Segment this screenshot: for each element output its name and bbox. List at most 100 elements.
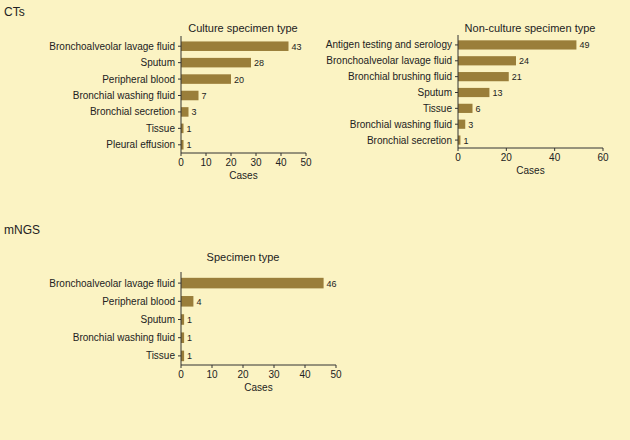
bar	[458, 104, 473, 113]
data-label: 24	[519, 56, 529, 66]
section-label: CTs	[4, 5, 25, 19]
data-label: 1	[187, 315, 192, 325]
category-label: Sputum	[141, 57, 175, 68]
x-axis-label: Cases	[516, 165, 544, 176]
bar	[181, 41, 289, 51]
x-tick	[336, 365, 337, 368]
x-tick	[274, 365, 275, 368]
category-label: Tissue	[146, 350, 176, 361]
data-label: 49	[579, 40, 589, 50]
figure: CTs Culture specimen type Bronchoalveolar …	[0, 0, 630, 440]
x-axis	[181, 365, 336, 366]
bars	[181, 278, 324, 361]
category-label: Tissue	[146, 123, 176, 134]
category-label: Bronchial washing fluid	[73, 332, 175, 343]
x-tick-label: 60	[597, 152, 609, 163]
category-label: Sputum	[141, 314, 175, 325]
x-tick	[256, 153, 257, 156]
x-tick-label: 50	[300, 157, 312, 168]
category-label: Antigen testing and serology	[326, 39, 452, 50]
x-tick	[231, 153, 232, 156]
data-label: 1	[187, 333, 192, 343]
x-tick-label: 0	[178, 369, 184, 380]
x-tick	[181, 153, 182, 156]
x-tick-label: 40	[299, 369, 311, 380]
category-label: Bronchial secretion	[367, 135, 452, 146]
x-axis-label: Cases	[229, 170, 257, 181]
x-tick-label: 20	[237, 369, 249, 380]
bar	[181, 278, 324, 289]
data-label: 1	[187, 140, 192, 150]
data-label: 4	[196, 297, 201, 307]
data-label: 3	[468, 120, 473, 130]
x-tick	[603, 148, 604, 151]
chart: mNGS Specimen type Bronchoalveolar lavage …	[4, 223, 342, 393]
bar	[181, 91, 199, 101]
x-tick-label: 30	[250, 157, 262, 168]
data-label: 21	[512, 72, 522, 82]
bars	[458, 40, 576, 144]
x-tick	[212, 365, 213, 368]
data-label: 13	[492, 88, 502, 98]
category-label: Bronchial washing fluid	[73, 90, 175, 101]
chart-title: Non-culture specimen type	[465, 22, 596, 34]
bar	[181, 296, 193, 307]
category-label: Bronchoalveolar lavage fluid	[49, 41, 175, 52]
x-tick-label: 40	[275, 157, 287, 168]
data-label: 20	[234, 75, 244, 85]
x-axis-label: Cases	[244, 382, 272, 393]
category-label: Pleural effusion	[106, 139, 175, 150]
category-label: Peripheral blood	[102, 74, 175, 85]
section-label: mNGS	[4, 223, 40, 237]
chart: CTs Culture specimen type Bronchoalveolar …	[4, 5, 312, 181]
x-tick-label: 0	[455, 152, 461, 163]
x-axis	[458, 148, 603, 149]
x-tick	[181, 365, 182, 368]
bar	[458, 88, 489, 97]
bar	[458, 120, 465, 129]
category-label: Bronchial washing fluid	[350, 119, 452, 130]
data-label: 1	[187, 124, 192, 134]
x-tick-label: 20	[501, 152, 513, 163]
x-tick-label: 10	[206, 369, 218, 380]
data-label: 28	[254, 58, 264, 68]
x-tick	[305, 365, 306, 368]
category-label: Bronchoalveolar lavage fluid	[326, 55, 452, 66]
chart-title: Specimen type	[207, 251, 280, 263]
x-tick	[206, 153, 207, 156]
data-label: 1	[187, 351, 192, 361]
bar	[181, 74, 231, 84]
bar	[458, 56, 516, 65]
x-tick-label: 20	[225, 157, 237, 168]
x-tick-label: 30	[268, 369, 280, 380]
data-label: 1	[463, 136, 468, 146]
x-tick	[506, 148, 507, 151]
category-label: Bronchoalveolar lavage fluid	[49, 278, 175, 289]
x-tick	[281, 153, 282, 156]
category-label: Tissue	[423, 103, 453, 114]
x-tick	[243, 365, 244, 368]
x-tick-label: 0	[178, 157, 184, 168]
x-tick-label: 50	[330, 369, 342, 380]
data-label: 3	[192, 107, 197, 117]
bars	[181, 41, 289, 149]
x-axis	[181, 153, 306, 154]
category-label: Sputum	[418, 87, 452, 98]
x-tick-label: 40	[549, 152, 561, 163]
bar	[458, 72, 509, 81]
y-axis	[181, 36, 182, 153]
x-tick	[458, 148, 459, 151]
data-label: 46	[327, 279, 337, 289]
bar	[181, 58, 251, 68]
category-label: Bronchial brushing fluid	[348, 71, 452, 82]
bar	[458, 40, 576, 49]
category-label: Bronchial secretion	[90, 106, 175, 117]
data-label: 43	[292, 42, 302, 52]
y-axis	[458, 35, 459, 148]
chart-title: Culture specimen type	[188, 22, 297, 34]
data-label: 6	[476, 104, 481, 114]
data-label: 7	[202, 91, 207, 101]
x-tick-label: 10	[200, 157, 212, 168]
category-label: Peripheral blood	[102, 296, 175, 307]
y-axis	[181, 272, 182, 365]
